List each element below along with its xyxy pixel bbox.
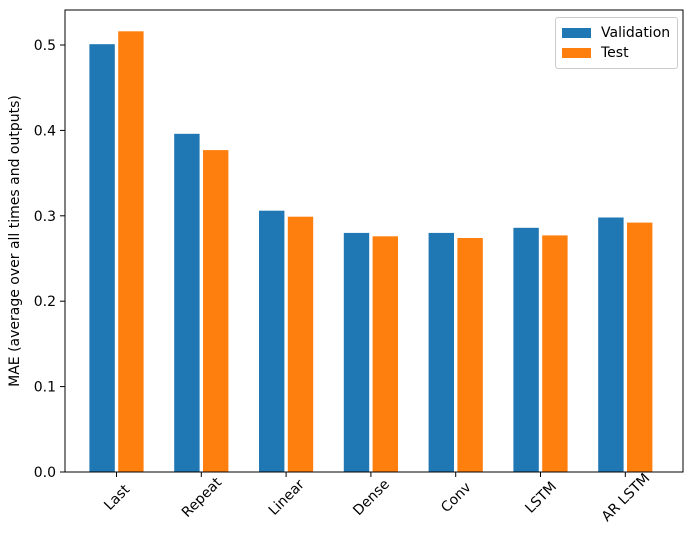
x-tick-label-conv: Conv (438, 479, 474, 515)
bar-test-ar-lstm (627, 222, 653, 472)
x-tick-label-linear: Linear (266, 476, 308, 518)
y-axis-label: MAE (average over all times and outputs) (7, 95, 23, 387)
y-tick-label-0.4: 0.4 (34, 123, 56, 139)
legend: Validation Test (555, 17, 678, 69)
bar-test-repeat (203, 150, 229, 472)
bar-validation-repeat (174, 133, 200, 473)
bar-validation-ar-lstm (598, 217, 624, 472)
bar-test-linear (287, 216, 314, 472)
x-tick-label-repeat: Repeat (179, 474, 226, 521)
legend-swatch-test-icon (562, 48, 591, 58)
x-tick-label-ar-lstm: AR LSTM (599, 470, 654, 525)
legend-entry-test: Test (562, 43, 669, 63)
bar-validation-linear (259, 210, 285, 472)
x-tick-label-dense: Dense (350, 476, 393, 519)
y-tick-label-0.0: 0.0 (34, 465, 56, 481)
bar-validation-conv (428, 232, 454, 472)
bar-validation-dense (343, 232, 370, 472)
bar-validation-last (89, 44, 115, 472)
x-tick-label-last: Last (101, 481, 133, 513)
bar-test-dense (372, 236, 398, 472)
y-tick-label-0.5: 0.5 (34, 38, 56, 54)
bar-test-lstm (542, 235, 568, 472)
bar-test-last (118, 31, 144, 473)
legend-label-test: Test (601, 45, 629, 61)
y-tick-label-0.3: 0.3 (34, 209, 56, 225)
legend-swatch-validation-icon (562, 28, 591, 38)
bar-validation-lstm (513, 227, 539, 472)
plot-border (64, 9, 684, 473)
y-tick-label-0.2: 0.2 (34, 294, 56, 310)
x-tick-label-lstm: LSTM (522, 479, 560, 517)
legend-entry-validation: Validation (562, 23, 671, 43)
y-tick-label-0.1: 0.1 (34, 380, 56, 396)
legend-label-validation: Validation (601, 25, 671, 41)
bar-test-conv (457, 238, 483, 472)
